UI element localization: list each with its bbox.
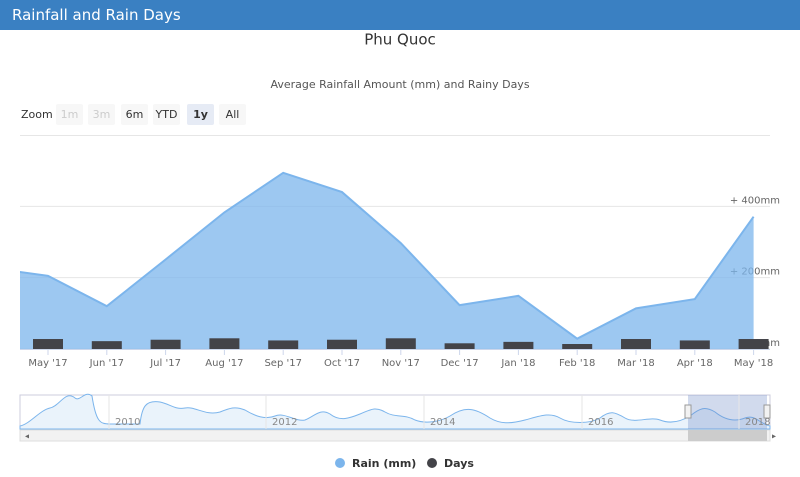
chart-subtitle: Average Rainfall Amount (mm) and Rainy D… [270,78,529,91]
bar [503,341,534,349]
x-tick-label: Jun '17 [89,358,124,369]
x-tick-label: Feb '18 [559,358,595,369]
scrollbar-thumb[interactable] [688,430,767,441]
zoom-button-label[interactable]: YTD [155,108,178,121]
bar [444,343,475,349]
bar [738,339,769,349]
zoom-button[interactable] [121,104,148,125]
legend-symbol [335,458,345,468]
bar [327,339,357,349]
x-tick-label: Apr '18 [677,358,713,369]
navigator-series [19,393,771,430]
zoom-button[interactable] [219,104,246,125]
scrollbar-arrow[interactable]: ◂ [25,432,29,441]
bar [33,339,63,349]
legend-item[interactable]: Rain (mm) [335,457,416,470]
area [20,172,754,349]
header-title: Rainfall and Rain Days [0,0,800,30]
x-tick-label: Aug '17 [205,358,243,369]
navigator-label: 2012 [272,417,297,428]
x-tick-label: Mar '18 [617,358,655,369]
zoom-button [56,104,83,125]
x-tick-label: Jul '17 [149,358,181,369]
chart-title: Phu Quoc [364,31,436,49]
plot [20,171,769,349]
x-tick-label: Dec '17 [441,358,479,369]
area-line [20,171,755,340]
navigator-handle[interactable] [763,404,771,419]
navigator-handle[interactable] [684,404,692,419]
zoom-button-label: 1m [61,108,79,121]
bar [621,339,651,349]
navigator-label: 2014 [430,417,455,428]
zoom-button-label[interactable]: 6m [126,108,144,121]
zoom-button[interactable] [187,104,214,125]
y-tick-label: + 200mm [730,267,780,278]
zoom-button-label: 3m [93,108,111,121]
x-tick-label: May '17 [28,358,67,369]
bar [150,339,181,349]
bar [268,340,299,349]
legend-label: Days [444,457,474,470]
legend-symbol [427,458,437,468]
navigator-label: 2016 [588,417,613,428]
zoom-button-label[interactable]: 1y [193,108,208,121]
navigator-label: 2018 [745,417,770,428]
scrollbar-arrow[interactable]: ▸ [772,432,776,441]
x-tick-label: Sep '17 [264,358,302,369]
zoom-label: Zoom [21,108,53,121]
navigator: ◂ ▸ [19,393,776,442]
chart: Phu Quoc Average Rainfall Amount (mm) an… [19,31,780,470]
bar [91,341,122,349]
x-tick-label: Jan '18 [500,358,535,369]
y-tick-label: + 400mm [730,195,780,206]
bar [209,338,240,349]
bar [562,344,593,349]
x-tick-label: Nov '17 [382,358,420,369]
legend-label: Rain (mm) [352,457,416,470]
zoom-button [88,104,115,125]
bar [385,338,416,349]
bar [679,340,710,349]
x-tick-label: May '18 [734,358,773,369]
zoom-button[interactable] [153,104,180,125]
x-tick-label: Oct '17 [324,358,360,369]
legend-item[interactable]: Days [427,457,474,470]
navigator-mask[interactable] [688,395,767,429]
scrollbar-track[interactable] [19,429,771,442]
zoom-button-label[interactable]: All [226,108,240,121]
navigator-label: 2010 [115,417,140,428]
